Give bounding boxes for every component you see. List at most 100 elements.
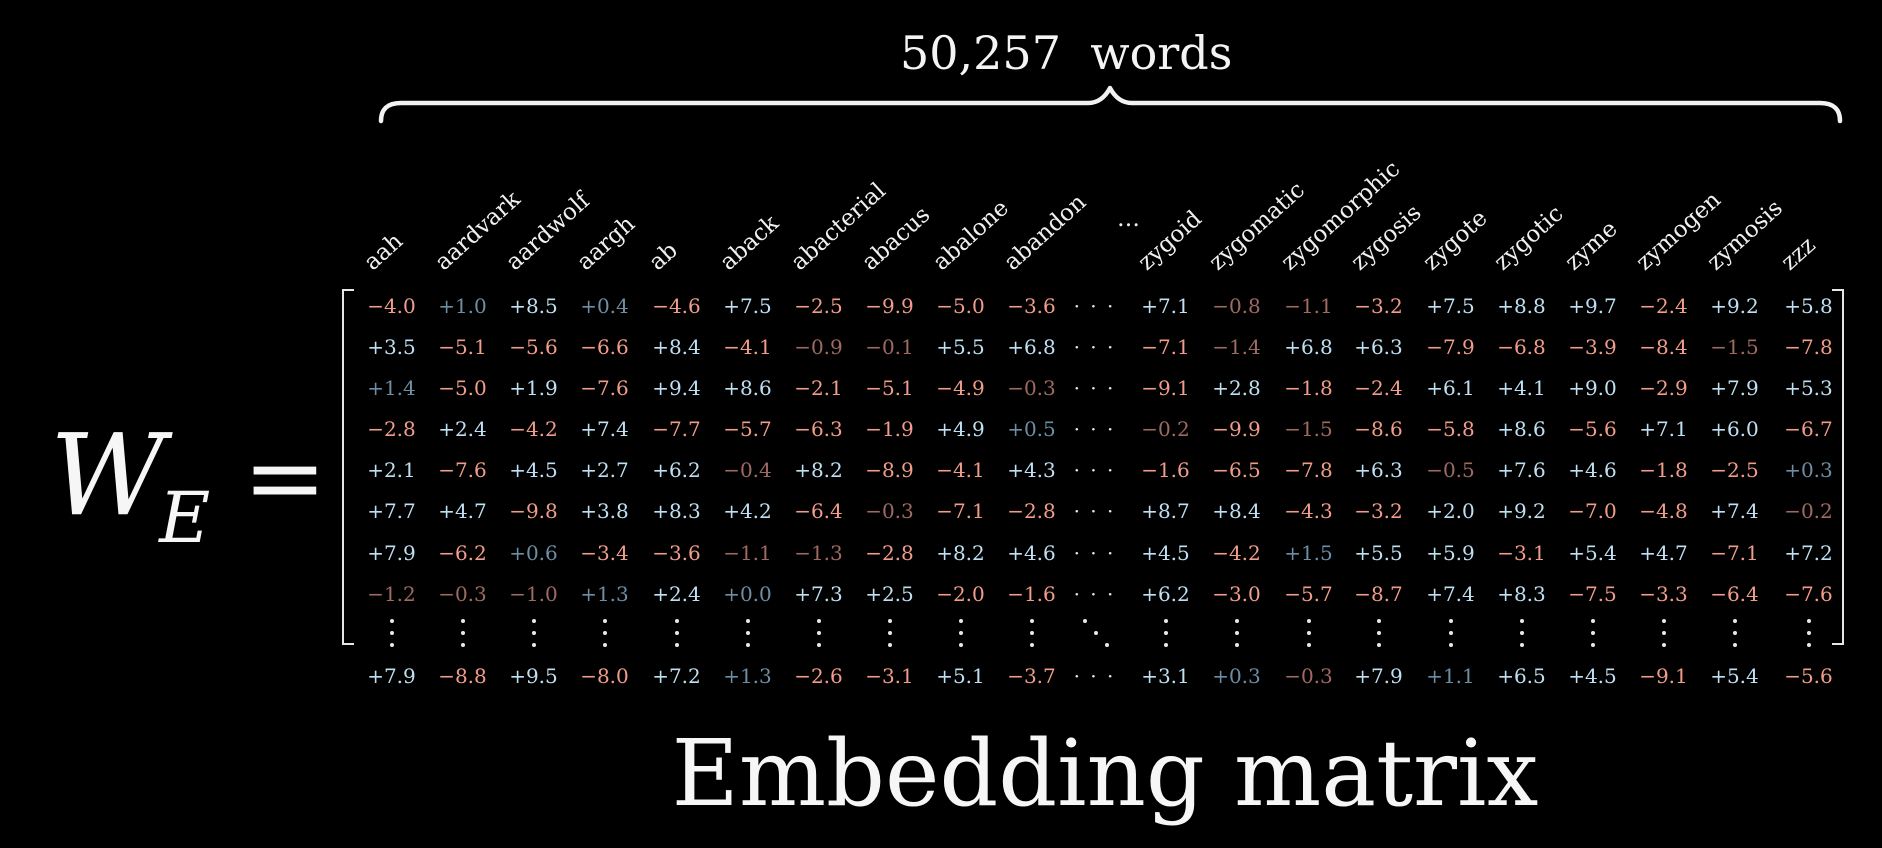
matrix-cell: +6.2	[1141, 582, 1190, 606]
matrix-cell: −0.5	[1426, 458, 1475, 482]
row-ellipsis: · · ·	[1073, 664, 1116, 688]
matrix-cell: −2.8	[865, 541, 914, 565]
matrix-cell: +7.9	[367, 541, 416, 565]
matrix-cell: −1.2	[367, 582, 416, 606]
matrix-cell: −0.9	[794, 335, 843, 359]
matrix-cell: −1.9	[865, 417, 914, 441]
matrix-symbol: WE	[50, 420, 216, 553]
matrix-cell: −5.0	[438, 376, 487, 400]
matrix-cell: −4.1	[936, 458, 985, 482]
matrix-cell: +2.8	[1212, 376, 1261, 400]
matrix-cell: +6.3	[1354, 458, 1403, 482]
matrix-cell: +7.7	[367, 499, 416, 523]
matrix-cell: +3.5	[367, 335, 416, 359]
matrix-cell: +2.4	[652, 582, 701, 606]
matrix-cell: −3.3	[1639, 582, 1688, 606]
matrix-cell: −3.4	[580, 541, 629, 565]
matrix-cell: +4.7	[1639, 541, 1688, 565]
matrix-cell: −3.9	[1568, 335, 1617, 359]
matrix-cell: +0.6	[509, 541, 558, 565]
matrix-cell: +8.3	[1497, 582, 1546, 606]
matrix-cell: −8.0	[580, 664, 629, 688]
matrix-cell: −8.8	[438, 664, 487, 688]
matrix-cell: −9.8	[509, 499, 558, 523]
matrix-cell: +9.2	[1710, 294, 1759, 318]
matrix-cell: +7.1	[1141, 294, 1190, 318]
symbol-subscript: E	[159, 477, 211, 559]
matrix-cell: +5.1	[936, 664, 985, 688]
matrix-cell: +0.0	[723, 582, 772, 606]
matrix-cell: +8.4	[1212, 499, 1261, 523]
matrix-cell: −6.6	[580, 335, 629, 359]
column-vertical-dots	[1662, 619, 1666, 647]
matrix-cell: +7.2	[652, 664, 701, 688]
matrix-cell: −2.8	[1007, 499, 1056, 523]
matrix-cell: +5.4	[1568, 541, 1617, 565]
column-vertical-dots	[1164, 619, 1168, 647]
matrix-cell: −9.9	[1212, 417, 1261, 441]
matrix-cell: +4.1	[1497, 376, 1546, 400]
matrix-cell: −7.6	[1784, 582, 1833, 606]
right-bracket	[1832, 289, 1844, 645]
matrix-cell: +7.4	[1710, 499, 1759, 523]
matrix-cell: −5.7	[723, 417, 772, 441]
matrix-cell: +6.8	[1284, 335, 1333, 359]
matrix-cell: −7.7	[652, 417, 701, 441]
row-ellipsis: · · ·	[1073, 582, 1116, 606]
matrix-cell: −1.0	[509, 582, 558, 606]
matrix-cell: +3.1	[1141, 664, 1190, 688]
matrix-cell: −0.3	[1284, 664, 1333, 688]
matrix-cell: −1.3	[794, 541, 843, 565]
matrix-cell: +7.5	[723, 294, 772, 318]
matrix-cell: −6.7	[1784, 417, 1833, 441]
matrix-cell: −4.6	[652, 294, 701, 318]
matrix-cell: −5.0	[936, 294, 985, 318]
matrix-cell: −8.7	[1354, 582, 1403, 606]
matrix-cell: −2.4	[1354, 376, 1403, 400]
matrix-cell: −6.8	[1497, 335, 1546, 359]
matrix-cell: −1.5	[1710, 335, 1759, 359]
matrix-cell: −6.3	[794, 417, 843, 441]
matrix-cell: −0.2	[1141, 417, 1190, 441]
matrix-cell: +1.3	[580, 582, 629, 606]
matrix-cell: −7.6	[580, 376, 629, 400]
matrix-cell: +8.5	[509, 294, 558, 318]
column-vertical-dots	[1030, 619, 1034, 647]
matrix-cell: +2.0	[1426, 499, 1475, 523]
matrix-cell: +5.5	[936, 335, 985, 359]
column-vertical-dots	[888, 619, 892, 647]
matrix-cell: +6.1	[1426, 376, 1475, 400]
matrix-cell: −4.2	[509, 417, 558, 441]
matrix-cell: −4.0	[367, 294, 416, 318]
matrix-cell: −7.0	[1568, 499, 1617, 523]
matrix-cell: −2.9	[1639, 376, 1688, 400]
matrix-cell: −2.0	[936, 582, 985, 606]
equals-sign: =	[243, 419, 327, 536]
column-vertical-dots	[675, 619, 679, 647]
left-bracket	[342, 289, 354, 645]
header-ellipsis: …	[1117, 206, 1140, 232]
matrix-cell: +4.2	[723, 499, 772, 523]
matrix-cell: −6.5	[1212, 458, 1261, 482]
matrix-cell: +5.9	[1426, 541, 1475, 565]
matrix-cell: +1.1	[1426, 664, 1475, 688]
matrix-cell: +7.4	[1426, 582, 1475, 606]
row-ellipsis: · · ·	[1073, 458, 1116, 482]
matrix-cell: +4.7	[438, 499, 487, 523]
matrix-cell: +7.1	[1639, 417, 1688, 441]
matrix-cell: +4.3	[1007, 458, 1056, 482]
matrix-cell: −4.9	[936, 376, 985, 400]
matrix-cell: −0.3	[438, 582, 487, 606]
matrix-cell: +4.5	[509, 458, 558, 482]
matrix-cell: −7.9	[1426, 335, 1475, 359]
column-vertical-dots	[1307, 619, 1311, 647]
column-vertical-dots	[1733, 619, 1737, 647]
matrix-cell: −5.1	[438, 335, 487, 359]
matrix-cell: −7.8	[1284, 458, 1333, 482]
row-ellipsis: · · ·	[1073, 417, 1116, 441]
matrix-cell: +4.5	[1141, 541, 1190, 565]
matrix-cell: −3.2	[1354, 499, 1403, 523]
matrix-cell: −5.6	[1568, 417, 1617, 441]
matrix-cell: −6.2	[438, 541, 487, 565]
matrix-cell: +4.9	[936, 417, 985, 441]
